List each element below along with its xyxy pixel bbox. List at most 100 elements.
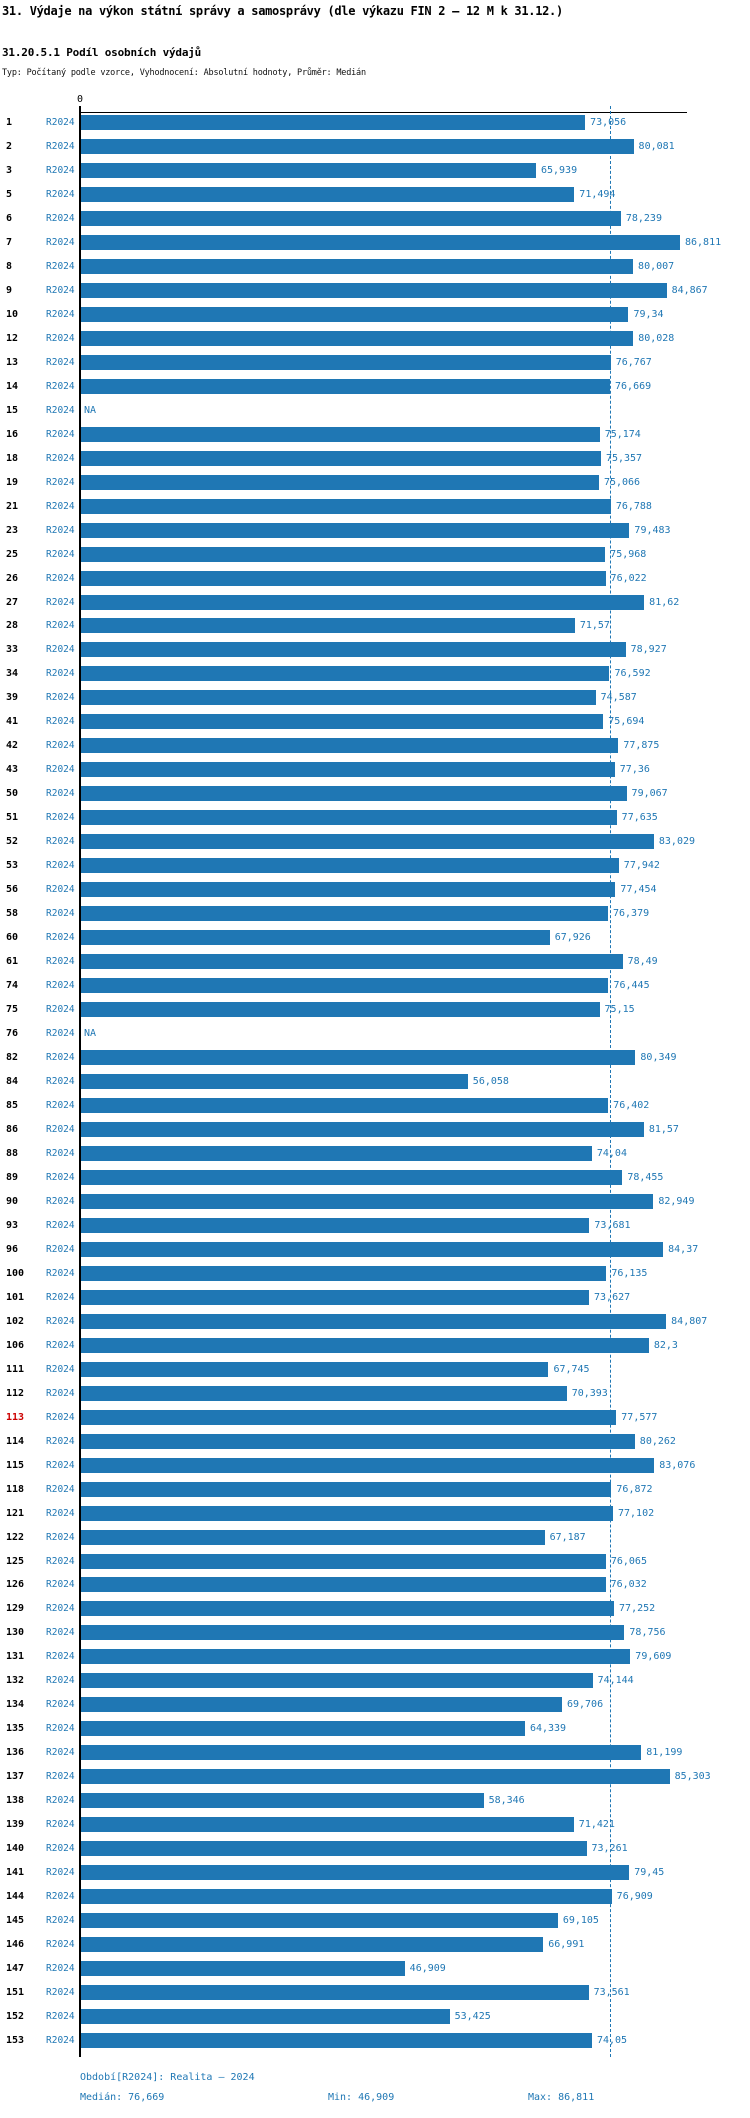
row-bar xyxy=(81,1769,670,1785)
chart-row: 102 R2024 84,807 xyxy=(0,1312,750,1331)
row-value-label: 75,15 xyxy=(604,1004,635,1016)
chart-row: 125 R2024 76,065 xyxy=(0,1552,750,1571)
row-bar xyxy=(81,1169,623,1185)
row-series-label: R2024 xyxy=(46,644,75,656)
chart-row: 135 R2024 64,339 xyxy=(0,1719,750,1738)
row-series-label: R2024 xyxy=(46,836,75,848)
row-value-label: 76,767 xyxy=(615,356,652,368)
row-bar xyxy=(81,1457,655,1473)
row-value-label: 76,788 xyxy=(615,500,652,512)
chart-row: 21 R2024 76,788 xyxy=(0,497,750,516)
row-bar xyxy=(81,234,680,250)
row-value-label: 80,028 xyxy=(638,332,675,344)
row-value-label: 77,252 xyxy=(619,1603,656,1615)
row-number-label: 27 xyxy=(6,596,19,608)
row-number-label: 137 xyxy=(6,1771,25,1783)
chart-row: 50 R2024 79,067 xyxy=(0,784,750,803)
row-number-label: 21 xyxy=(6,500,19,512)
row-bar xyxy=(81,1745,642,1761)
page-title: 31. Výdaje na výkon státní správy a samo… xyxy=(2,4,563,18)
row-value-label: 77,635 xyxy=(621,812,658,824)
chart-row: 26 R2024 76,022 xyxy=(0,569,750,588)
row-number-label: 1 xyxy=(6,117,13,128)
chart-row: 61 R2024 78,49 xyxy=(0,952,750,971)
row-value-label: 76,445 xyxy=(613,980,650,992)
row-bar xyxy=(81,1577,606,1593)
row-series-label: R2024 xyxy=(46,1363,75,1375)
chart-row: 112 R2024 70,393 xyxy=(0,1384,750,1403)
row-bar xyxy=(81,498,611,514)
row-value-label: 74,144 xyxy=(597,1675,634,1687)
row-bar xyxy=(81,1074,468,1089)
row-number-label: 10 xyxy=(6,308,19,320)
row-value-label: 85,303 xyxy=(674,1771,711,1783)
row-number-label: 23 xyxy=(6,524,19,536)
row-number-label: 138 xyxy=(6,1795,25,1807)
row-series-label: R2024 xyxy=(46,164,75,176)
row-number-label: 60 xyxy=(6,932,19,944)
row-bar xyxy=(81,1721,525,1737)
x-axis-line xyxy=(80,112,687,113)
row-value-label: 75,066 xyxy=(603,476,641,488)
row-bar xyxy=(81,162,536,178)
chart-row: 52 R2024 83,029 xyxy=(0,832,750,851)
row-value-label: 77,942 xyxy=(623,860,660,872)
row-number-label: 126 xyxy=(6,1579,25,1591)
row-bar xyxy=(81,2033,592,2048)
chart-row: 151 R2024 73,561 xyxy=(0,1983,750,2002)
row-value-label: 78,49 xyxy=(627,956,658,968)
row-series-label: R2024 xyxy=(46,572,75,584)
row-bar xyxy=(81,1145,592,1161)
row-number-label: 112 xyxy=(6,1387,25,1399)
row-series-label: R2024 xyxy=(46,1915,75,1927)
row-bar xyxy=(81,1865,630,1881)
row-series-label: R2024 xyxy=(46,188,75,200)
row-series-label: R2024 xyxy=(46,212,75,224)
chart-row: 2 R2024 80,081 xyxy=(0,137,750,156)
row-series-label: R2024 xyxy=(46,740,75,752)
chart-row: 27 R2024 81,62 xyxy=(0,593,750,612)
row-value-label: 71,421 xyxy=(578,1819,615,1831)
chart-row: 19 R2024 75,066 xyxy=(0,473,750,492)
row-number-label: 144 xyxy=(6,1891,25,1903)
chart-row: 134 R2024 69,706 xyxy=(0,1695,750,1714)
row-bar xyxy=(81,1673,593,1689)
row-number-label: 101 xyxy=(6,1291,25,1303)
row-bar xyxy=(81,354,611,370)
row-series-label: R2024 xyxy=(46,1675,75,1687)
row-value-label: 76,065 xyxy=(610,1555,647,1567)
chart-row: 153 R2024 74,05 xyxy=(0,2031,750,2050)
row-series-label: R2024 xyxy=(46,1123,75,1135)
chart-row: 16 R2024 75,174 xyxy=(0,425,750,444)
chart-row: 53 R2024 77,942 xyxy=(0,856,750,875)
row-bar xyxy=(81,1002,600,1018)
row-number-label: 19 xyxy=(6,476,19,488)
row-number-label: 76 xyxy=(6,1028,19,1040)
row-value-label: 78,455 xyxy=(627,1171,664,1183)
row-bar xyxy=(81,1985,589,2001)
row-series-label: R2024 xyxy=(46,117,75,128)
chart-row: 115 R2024 83,076 xyxy=(0,1456,750,1475)
row-value-label: 74,05 xyxy=(596,2035,628,2046)
chart-row: 7 R2024 86,811 xyxy=(0,233,750,252)
row-series-label: R2024 xyxy=(46,380,75,392)
chart-row: 113 R2024 77,577 xyxy=(0,1408,750,1427)
row-value-label: 73,261 xyxy=(591,1843,628,1855)
row-value-label: 77,36 xyxy=(619,764,650,776)
row-series-label: R2024 xyxy=(46,788,75,800)
row-bar xyxy=(81,882,616,898)
row-value-label: 73,681 xyxy=(594,1219,631,1231)
row-bar xyxy=(81,954,623,970)
chart-row: 10 R2024 79,34 xyxy=(0,305,750,324)
chart-row: 39 R2024 74,587 xyxy=(0,688,750,707)
row-series-label: R2024 xyxy=(46,260,75,272)
row-series-label: R2024 xyxy=(46,812,75,824)
row-bar xyxy=(81,1241,664,1257)
row-number-label: 146 xyxy=(6,1939,25,1951)
chart-type-line: Typ: Počítaný podle vzorce, Vyhodnocení:… xyxy=(2,68,366,78)
row-bar xyxy=(81,330,634,346)
row-number-label: 121 xyxy=(6,1507,25,1519)
row-number-label: 141 xyxy=(6,1867,25,1879)
chart-row: 6 R2024 78,239 xyxy=(0,209,750,228)
